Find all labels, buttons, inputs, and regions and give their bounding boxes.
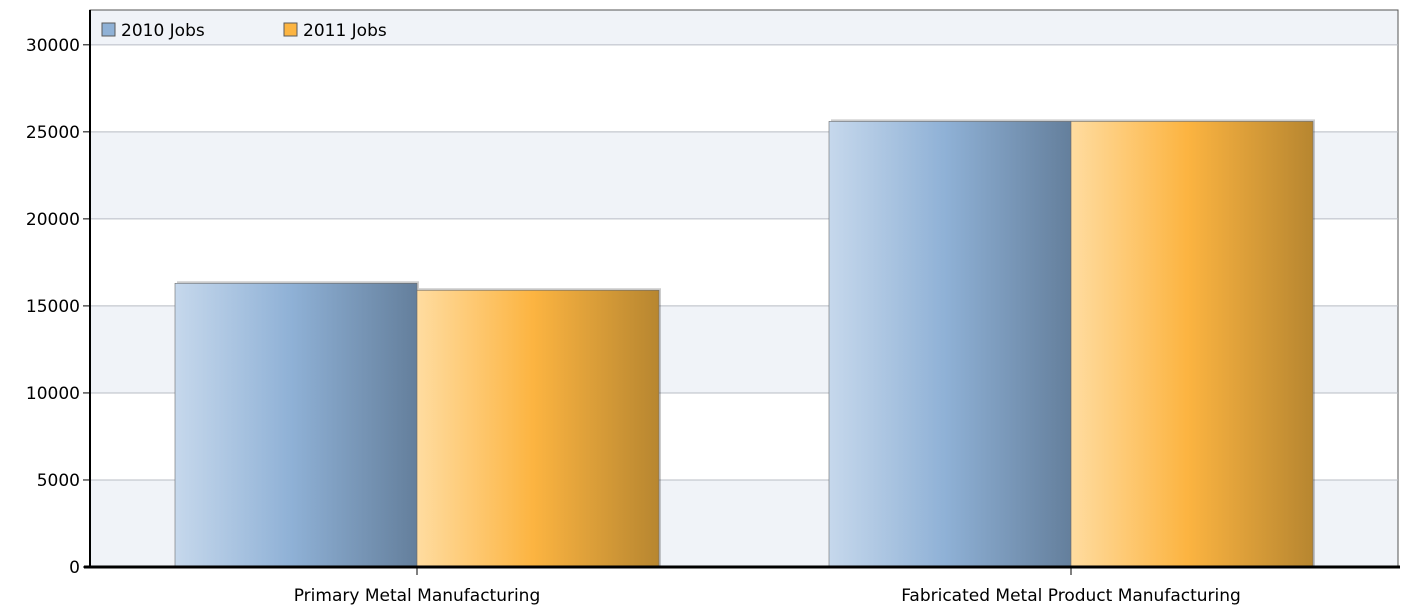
y-tick-label: 0 xyxy=(69,558,80,578)
plot-band xyxy=(90,10,1398,45)
y-tick-label: 20000 xyxy=(26,210,80,230)
x-category-label: Fabricated Metal Product Manufacturing xyxy=(901,586,1241,606)
legend-label: 2011 Jobs xyxy=(303,21,387,41)
x-axis-labels: Primary Metal Manufacturing Fabricated Me… xyxy=(294,567,1241,606)
y-tick-label: 25000 xyxy=(26,123,80,143)
axes xyxy=(84,10,1400,569)
bar-2010-jobs-1 xyxy=(828,121,1072,568)
bar-2011-jobs-0 xyxy=(416,289,660,568)
bar-2011-jobs-1 xyxy=(1070,121,1314,568)
legend: 2010 Jobs 2011 Jobs xyxy=(101,21,387,41)
bars-group xyxy=(174,119,1315,568)
y-axis-ticks: 0 5000 10000 15000 20000 25000 30000 xyxy=(26,36,90,578)
x-category-label: Primary Metal Manufacturing xyxy=(294,586,541,606)
y-tick-label: 15000 xyxy=(26,297,80,317)
legend-swatch xyxy=(283,22,298,37)
bar-2010-jobs-0 xyxy=(174,282,418,568)
y-tick-label: 5000 xyxy=(37,471,80,491)
y-tick-label: 10000 xyxy=(26,384,80,404)
plot-band xyxy=(90,44,1398,132)
legend-swatch xyxy=(101,22,116,37)
y-tick-label: 30000 xyxy=(26,36,80,56)
legend-label: 2010 Jobs xyxy=(121,21,205,41)
